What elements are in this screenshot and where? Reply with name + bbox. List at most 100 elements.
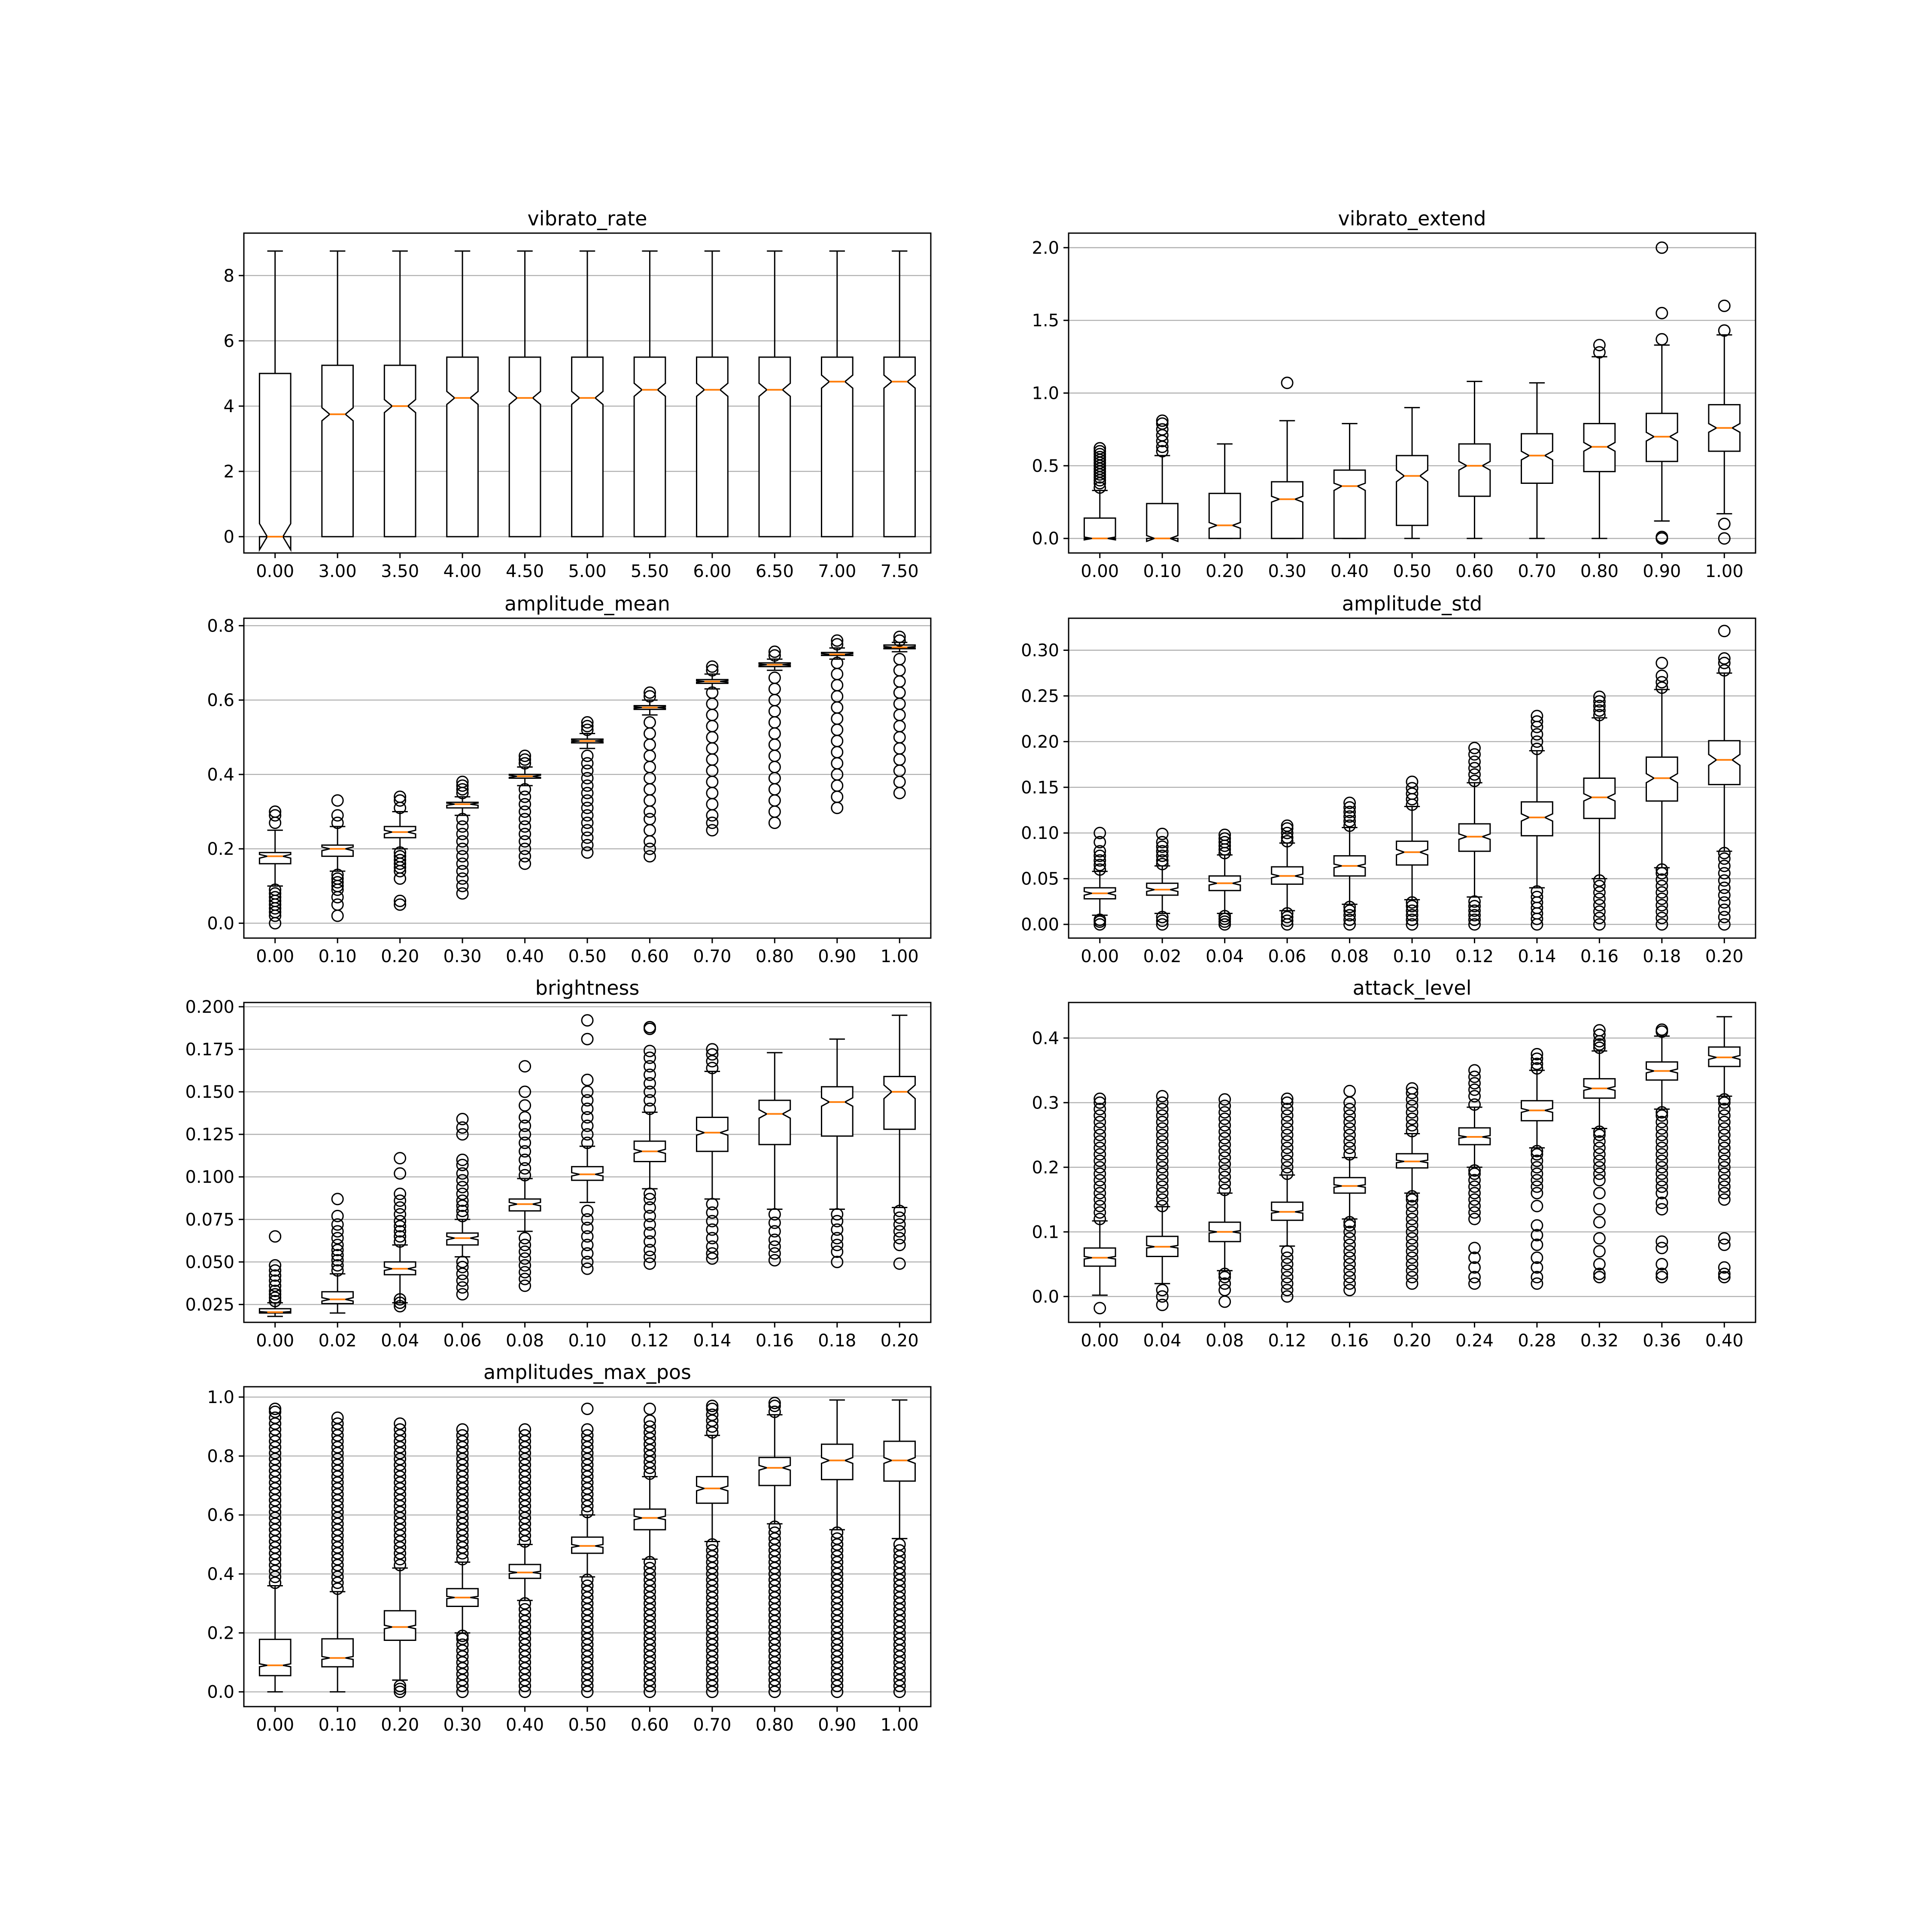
flier <box>1218 1170 1231 1183</box>
flier <box>581 1136 594 1149</box>
flier <box>581 1402 594 1415</box>
flier <box>706 1247 719 1260</box>
y-tick-label: 0.00 <box>1021 915 1059 935</box>
box-0.20 <box>1708 625 1741 931</box>
flier <box>1156 1167 1169 1180</box>
flier <box>768 1254 781 1267</box>
box-body <box>633 1508 666 1531</box>
flier <box>1156 1109 1169 1122</box>
y-tick-label: 0.025 <box>185 1295 234 1315</box>
flier <box>1468 1251 1481 1264</box>
flier <box>519 1099 532 1112</box>
flier <box>893 1538 906 1551</box>
flier <box>643 1420 656 1433</box>
flier <box>1156 1193 1169 1206</box>
flier <box>581 1262 594 1275</box>
x-tick-label: 7.50 <box>881 562 919 581</box>
flier <box>331 794 344 807</box>
flier <box>1718 1096 1731 1109</box>
flier <box>1593 695 1606 708</box>
box-body <box>1583 778 1616 819</box>
flier <box>1718 517 1731 530</box>
box-body <box>696 1117 729 1152</box>
flier <box>1468 1090 1481 1103</box>
box-body <box>383 1610 416 1641</box>
flier <box>1094 913 1106 926</box>
x-tick-label: 0.70 <box>693 947 731 966</box>
flier <box>394 1152 407 1165</box>
flier <box>1468 768 1481 781</box>
flier <box>1094 1193 1106 1206</box>
flier <box>643 1077 656 1090</box>
flier <box>1468 748 1481 761</box>
flier <box>1094 1142 1106 1154</box>
y-tick-label: 0.0 <box>1032 529 1059 549</box>
box-body <box>1646 756 1678 802</box>
flier <box>1468 904 1481 917</box>
flier <box>456 1128 469 1141</box>
flier <box>519 805 532 818</box>
flier <box>394 1188 407 1200</box>
flier <box>1156 1200 1169 1212</box>
x-tick-label: 3.50 <box>381 562 419 581</box>
x-tick-label: 0.60 <box>631 947 669 966</box>
y-tick-label: 0.4 <box>207 765 234 785</box>
box-body <box>508 356 541 538</box>
flier <box>1156 1290 1169 1303</box>
flier <box>1281 1277 1294 1290</box>
y-tick-label: 0.100 <box>185 1167 234 1187</box>
y-tick-label: 0.30 <box>1021 641 1059 661</box>
box-body <box>633 356 666 538</box>
flier <box>1718 1271 1731 1284</box>
flier <box>768 1233 781 1246</box>
x-tick-label: 0.50 <box>568 1715 606 1735</box>
flier <box>1593 346 1606 359</box>
flier <box>1406 904 1419 917</box>
box-0.10 <box>1146 414 1179 543</box>
flier <box>1468 895 1481 908</box>
flier <box>1094 1135 1106 1148</box>
flier <box>1094 1092 1106 1105</box>
flier <box>706 1062 719 1075</box>
flier <box>1343 805 1356 818</box>
flier <box>519 1429 532 1442</box>
y-tick-label: 0.3 <box>1032 1093 1059 1113</box>
box-body <box>696 356 729 538</box>
flier <box>331 1254 344 1267</box>
box-body <box>1083 517 1116 541</box>
box-0.80 <box>1583 339 1616 539</box>
flier <box>581 1239 594 1252</box>
x-tick-label: 0.70 <box>693 1715 731 1735</box>
flier <box>581 764 594 777</box>
box-body <box>1521 801 1553 837</box>
flier <box>1281 835 1294 848</box>
box-body <box>446 1232 479 1246</box>
flier <box>831 638 844 651</box>
y-tick-label: 0.200 <box>185 997 234 1017</box>
flier <box>331 876 344 889</box>
flier <box>1156 1148 1169 1161</box>
flier <box>1593 892 1606 905</box>
flier <box>456 779 469 792</box>
flier <box>1656 1187 1668 1200</box>
flier <box>1218 1125 1231 1138</box>
flier <box>456 783 469 796</box>
flier <box>643 1085 656 1098</box>
box-0.12 <box>633 1021 666 1270</box>
box-0.40 <box>508 1423 541 1698</box>
x-tick-label: 0.16 <box>756 1331 794 1351</box>
box-1.00 <box>1708 299 1741 545</box>
chart-title: amplitudes_max_pos <box>483 1361 691 1384</box>
flier <box>1718 896 1731 909</box>
flier <box>394 1208 407 1221</box>
box-0.14 <box>1521 710 1553 931</box>
flier <box>394 1300 407 1312</box>
flier <box>1281 1264 1294 1277</box>
flier <box>1718 532 1731 545</box>
flier <box>519 783 532 796</box>
flier <box>394 1686 407 1698</box>
x-tick-label: 0.04 <box>1143 1331 1182 1351</box>
flier <box>643 850 656 863</box>
y-tick-label: 1.5 <box>1032 311 1059 331</box>
box-0.10 <box>321 1411 354 1693</box>
